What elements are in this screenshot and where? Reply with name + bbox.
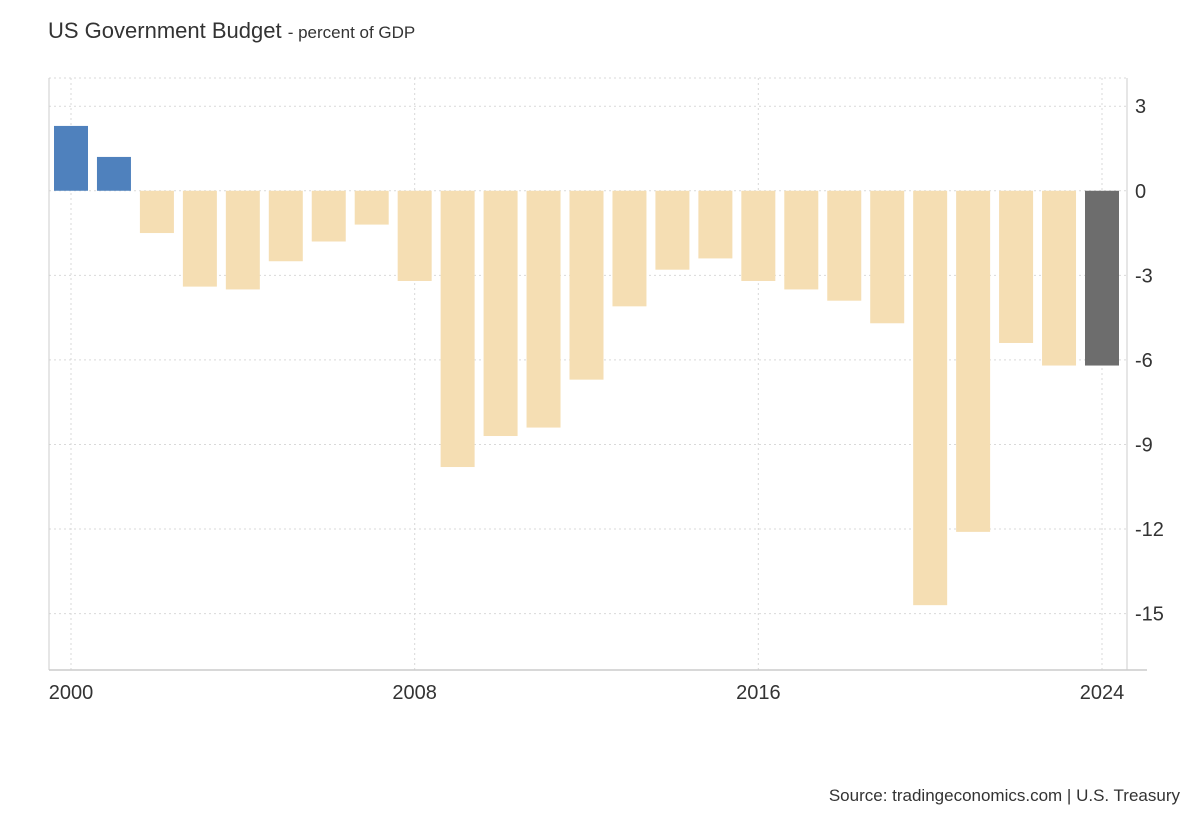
bar-2008 [397, 190, 432, 281]
x-tick-label: 2000 [49, 682, 94, 704]
bar-2017 [784, 190, 819, 290]
chart-title-text: US Government Budget [48, 18, 282, 43]
bar-2004 [225, 190, 260, 290]
y-tick-label: -9 [1135, 434, 1153, 456]
bar-2023 [1042, 190, 1077, 366]
bar-2014 [655, 190, 690, 270]
bar-2012 [569, 190, 604, 380]
source-note: Source: tradingeconomics.com | U.S. Trea… [828, 786, 1180, 805]
bar-2010 [483, 190, 518, 437]
chart-subtitle: - percent of GDP [287, 23, 416, 42]
chart-title: US Government Budget - percent of GDP [48, 18, 415, 44]
bar-2016 [741, 190, 776, 281]
y-tick-label: -6 [1135, 350, 1153, 372]
bar-2002 [139, 190, 174, 234]
y-tick-label: -15 [1135, 604, 1164, 626]
x-tick-label: 2008 [392, 682, 437, 704]
y-tick-label: -12 [1135, 519, 1164, 541]
bar-2015 [698, 190, 733, 259]
bar-2007 [354, 190, 389, 225]
y-tick-label: 3 [1135, 96, 1146, 118]
bar-2024 [1085, 190, 1119, 366]
x-tick-label: 2016 [736, 682, 781, 704]
bar-2011 [526, 190, 561, 428]
y-tick-label: -3 [1135, 265, 1153, 287]
y-tick-label: 0 [1135, 181, 1146, 203]
bar-2005 [268, 190, 303, 262]
bar-2020 [913, 190, 948, 606]
bar-2019 [870, 190, 905, 324]
bar-2000 [54, 125, 88, 191]
bar-2013 [612, 190, 647, 307]
bar-2009 [440, 190, 475, 468]
bar-2018 [827, 190, 862, 301]
bar-2021 [956, 190, 991, 532]
bar-2022 [999, 190, 1034, 343]
bar-2003 [182, 190, 217, 287]
bar-2006 [311, 190, 346, 242]
x-tick-label: 2024 [1080, 682, 1125, 704]
bar-2001 [96, 156, 131, 191]
